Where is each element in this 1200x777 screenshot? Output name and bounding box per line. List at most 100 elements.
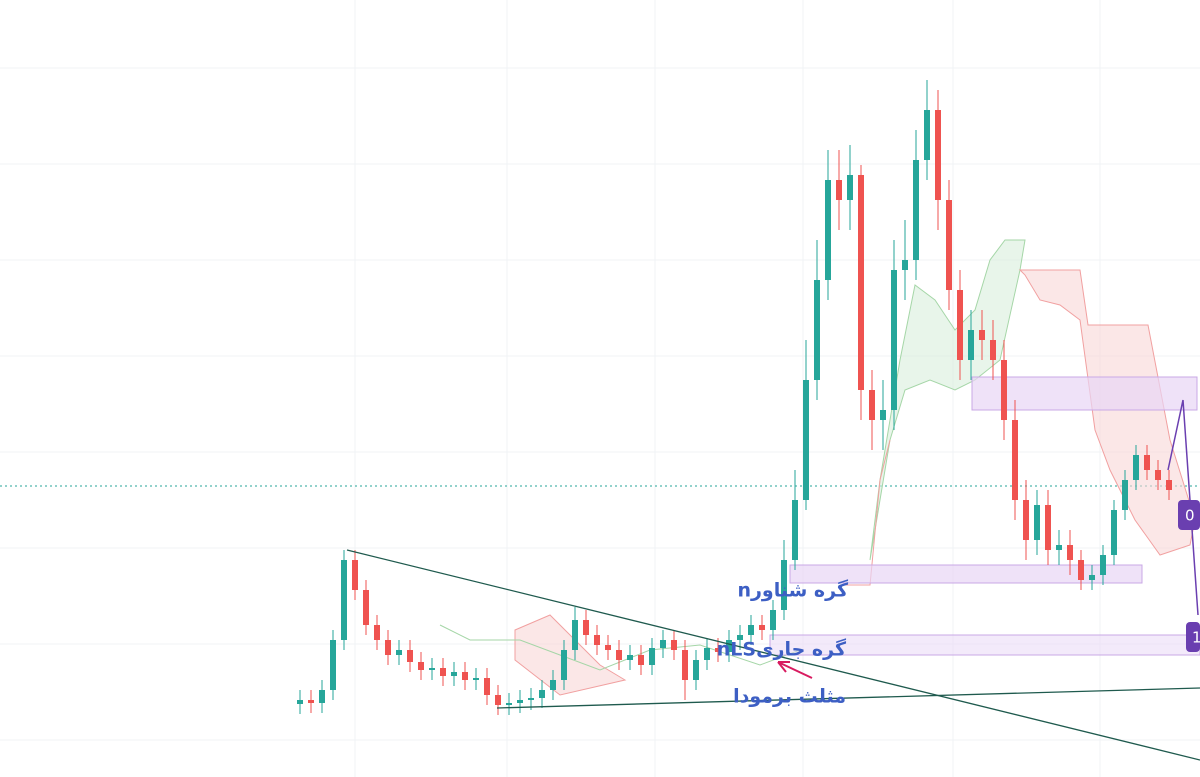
candle-body bbox=[374, 625, 380, 640]
candle-body bbox=[506, 703, 512, 705]
candle-body bbox=[858, 175, 864, 390]
trend-line bbox=[496, 687, 1200, 709]
candle-body bbox=[1056, 545, 1062, 550]
candle-body bbox=[517, 700, 523, 703]
cloud-edge bbox=[840, 439, 891, 586]
candle-body bbox=[902, 260, 908, 270]
arrow bbox=[777, 661, 813, 679]
cloud-green bbox=[869, 239, 1026, 561]
candle-body bbox=[957, 290, 963, 360]
candle-body bbox=[1045, 505, 1051, 550]
candle-body bbox=[561, 650, 567, 680]
cloud-red bbox=[514, 614, 627, 696]
candle-body bbox=[737, 635, 743, 640]
candle-body bbox=[451, 672, 457, 676]
candle-body bbox=[682, 650, 688, 680]
candle-body bbox=[847, 175, 853, 200]
candle-body bbox=[495, 695, 501, 705]
candle-body bbox=[990, 340, 996, 360]
candle-body bbox=[693, 660, 699, 680]
candle-body bbox=[605, 645, 611, 650]
candle-body bbox=[550, 680, 556, 690]
candle-body bbox=[704, 648, 710, 660]
candle-body bbox=[407, 650, 413, 662]
candle-body bbox=[385, 640, 391, 655]
candle-body bbox=[869, 390, 875, 420]
candle-body bbox=[946, 200, 952, 290]
candle-body bbox=[968, 330, 974, 360]
trend-lines bbox=[346, 399, 1200, 761]
candle-body bbox=[539, 690, 545, 698]
candle-body bbox=[638, 655, 644, 665]
candle-body bbox=[429, 668, 435, 670]
annotation: nگره شناور bbox=[737, 579, 849, 602]
candle-body bbox=[1078, 560, 1084, 580]
candle-body bbox=[660, 640, 666, 648]
candle-body bbox=[671, 640, 677, 650]
candle-body bbox=[924, 110, 930, 160]
candle-body bbox=[880, 410, 886, 420]
cloud-red bbox=[1018, 269, 1196, 556]
candle-body bbox=[715, 648, 721, 652]
badge-bg bbox=[1186, 622, 1200, 652]
candle-body bbox=[979, 330, 985, 340]
cloud-edge bbox=[439, 624, 801, 671]
candle-body bbox=[913, 160, 919, 260]
candle-body bbox=[1155, 470, 1161, 480]
candle-body bbox=[825, 180, 831, 280]
badge: 1 bbox=[1192, 629, 1200, 647]
candle-body bbox=[440, 668, 446, 676]
candle-body bbox=[341, 560, 347, 640]
badge-bg bbox=[1178, 500, 1200, 530]
candle-body bbox=[396, 650, 402, 655]
ichimoku-cloud bbox=[439, 239, 1196, 696]
candle-body bbox=[1100, 555, 1106, 575]
candle-body bbox=[484, 678, 490, 695]
candle-body bbox=[473, 678, 479, 680]
candle-body bbox=[814, 280, 820, 380]
candles bbox=[297, 80, 1172, 715]
candle-body bbox=[1067, 545, 1073, 560]
candle-body bbox=[308, 700, 314, 703]
candle-body bbox=[594, 635, 600, 645]
zone bbox=[971, 376, 1198, 411]
badge: 0 bbox=[1185, 507, 1195, 525]
candle-body bbox=[528, 698, 534, 700]
candle-body bbox=[1089, 575, 1095, 580]
candle-body bbox=[583, 620, 589, 635]
candle-body bbox=[1023, 500, 1029, 540]
candle-body bbox=[1144, 455, 1150, 470]
candle-body bbox=[836, 180, 842, 200]
candle-body bbox=[1034, 505, 1040, 540]
annotation: مثلث برمودا bbox=[733, 686, 846, 708]
candle-body bbox=[781, 560, 787, 610]
candle-body bbox=[297, 700, 303, 704]
candle-body bbox=[649, 648, 655, 665]
candle-body bbox=[891, 270, 897, 410]
candle-body bbox=[1166, 480, 1172, 490]
candle-body bbox=[1122, 480, 1128, 510]
candle-body bbox=[418, 662, 424, 670]
candle-body bbox=[748, 625, 754, 635]
candle-body bbox=[572, 620, 578, 650]
candle-body bbox=[627, 655, 633, 660]
candle-body bbox=[759, 625, 765, 630]
candle-body bbox=[1001, 360, 1007, 420]
candle-body bbox=[803, 380, 809, 500]
trend-line bbox=[346, 549, 1200, 761]
candle-body bbox=[363, 590, 369, 625]
zone bbox=[769, 634, 1200, 656]
zone bbox=[789, 564, 1143, 584]
candle-body bbox=[1012, 420, 1018, 500]
candle-body bbox=[330, 640, 336, 690]
annotation: nLSگره جاری bbox=[717, 638, 847, 661]
candle-body bbox=[319, 690, 325, 703]
candle-body bbox=[616, 650, 622, 660]
candle-body bbox=[792, 500, 798, 560]
candle-body bbox=[1133, 455, 1139, 480]
zones bbox=[769, 376, 1200, 656]
candle-body bbox=[1111, 510, 1117, 555]
candle-body bbox=[726, 640, 732, 652]
candle-body bbox=[770, 610, 776, 630]
